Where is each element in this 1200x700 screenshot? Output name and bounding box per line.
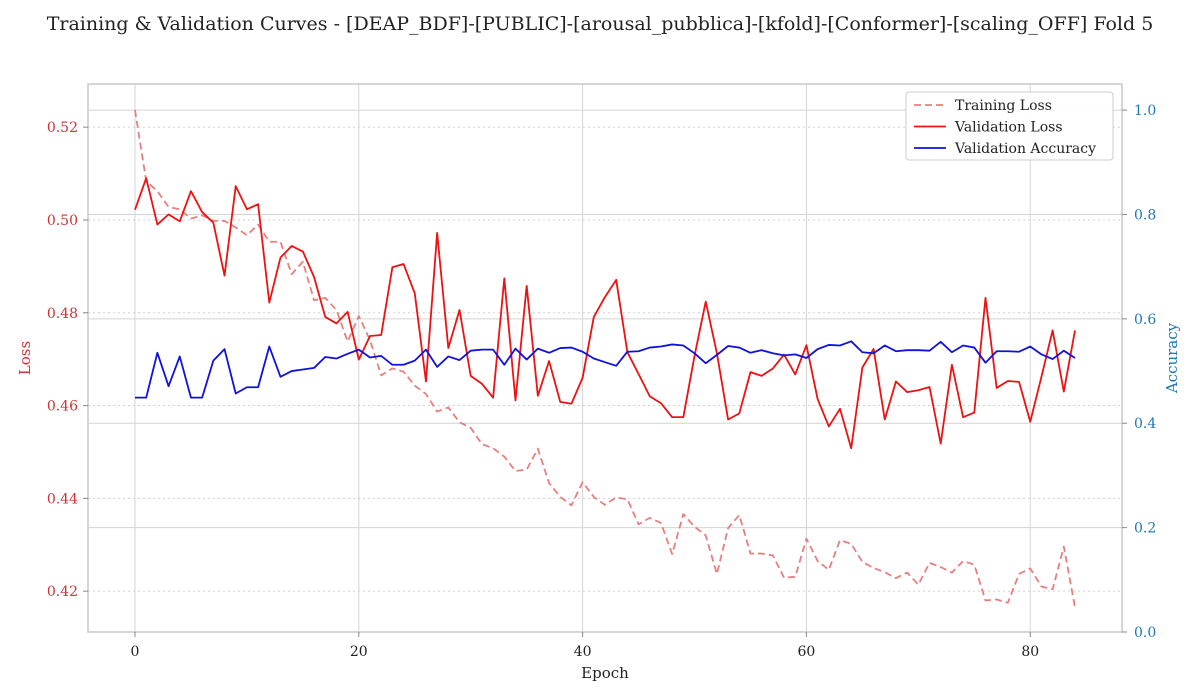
series-line-validation-accuracy [135,340,1076,399]
legend: Training Loss Validation Loss Validation A… [905,91,1114,161]
legend-item-label: Validation Loss [954,120,1063,136]
axis-ticks: 0 20 40 60 80 0.42 0.44 0.46 0.48 0.50 0.52 0.0 0.2 0… [47,103,1157,660]
plot-frame [87,83,1123,633]
x-tick-label: 0 [131,644,140,660]
y-axis-label-right: Accuracy [1163,322,1181,394]
y-tick-label-right: 0.0 [1134,625,1156,641]
y-tick-label-right: 0.2 [1134,521,1156,537]
x-tick-label: 40 [574,644,592,660]
x-tick-label: 20 [350,644,368,660]
y-tick-label-right: 1.0 [1134,103,1156,119]
y-tick-label-right: 0.8 [1134,207,1156,223]
y-tick-label-left: 0.50 [47,213,78,229]
y-tick-label-left: 0.42 [47,584,78,600]
series-line-training-loss [134,109,1076,608]
series-line-validation-loss [134,177,1076,450]
y-tick-label-left: 0.48 [47,306,78,322]
y-axis-label-left: Loss [16,341,34,375]
x-tick-label: 80 [1021,644,1039,660]
y-tick-label-left: 0.46 [47,399,78,415]
x-tick-label: 60 [798,644,816,660]
y-tick-label-right: 0.6 [1134,312,1156,328]
grid [88,84,1122,633]
legend-item-label: Training Loss [955,98,1052,114]
plot-series [134,109,1076,608]
legend-item-label: Validation Accuracy [954,141,1096,157]
y-tick-label-right: 0.4 [1134,416,1156,432]
chart-title: Training & Validation Curves - [DEAP_BDF… [47,13,1154,35]
legend-box [905,91,1114,161]
y-tick-label-left: 0.52 [47,120,78,136]
x-axis-label: Epoch [581,664,629,682]
y-tick-label-left: 0.44 [47,491,78,507]
